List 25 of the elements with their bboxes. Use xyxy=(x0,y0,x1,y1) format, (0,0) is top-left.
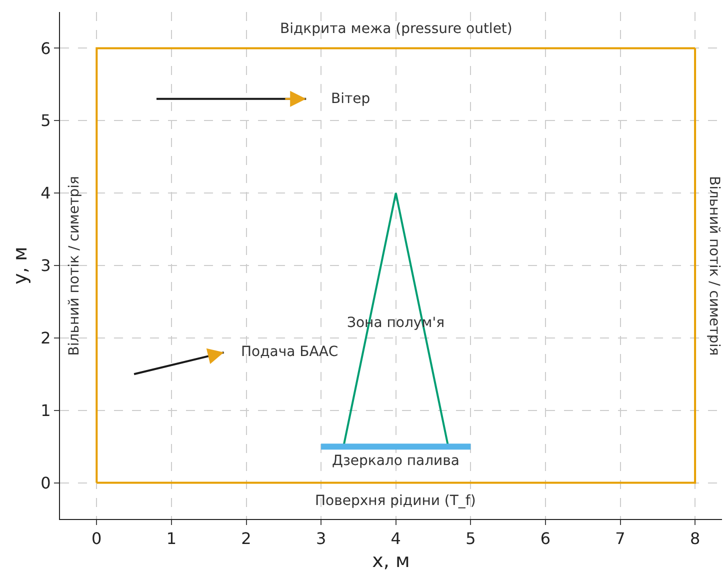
x-tick-label: 4 xyxy=(390,529,401,548)
x-tick-label: 5 xyxy=(466,529,476,548)
y-tick-label: 5 xyxy=(40,111,51,130)
x-tick-label: 7 xyxy=(615,529,626,548)
y-tick-label: 3 xyxy=(40,256,51,276)
x-tick-label: 0 xyxy=(92,529,102,548)
annotation: Дзеркало палива xyxy=(332,453,460,469)
x-tick-label: 3 xyxy=(316,529,326,548)
x-tick-label: 2 xyxy=(241,529,252,548)
x-tick-label: 1 xyxy=(166,529,177,548)
x-tick-label: 8 xyxy=(690,529,700,548)
y-axis-title: y, м xyxy=(9,246,32,284)
annotation: Вільний потік / симетрія xyxy=(66,176,83,356)
y-tick-label: 0 xyxy=(40,473,51,492)
y-tick-label: 1 xyxy=(40,400,51,420)
x-tick-label: 6 xyxy=(540,529,551,548)
y-tick-label: 6 xyxy=(40,38,51,58)
y-tick-label: 4 xyxy=(40,184,51,203)
annotation: Вільний потік / симетрія xyxy=(706,176,722,356)
annotation: Подача БААС xyxy=(241,344,338,360)
annotation: Відкрита межа (pressure outlet) xyxy=(280,21,512,37)
annotation: Вітер xyxy=(331,91,370,107)
x-axis-title: x, м xyxy=(372,550,410,572)
annotation: Поверхня рідини (T_f) xyxy=(315,493,476,509)
y-tick-label: 2 xyxy=(40,328,51,348)
